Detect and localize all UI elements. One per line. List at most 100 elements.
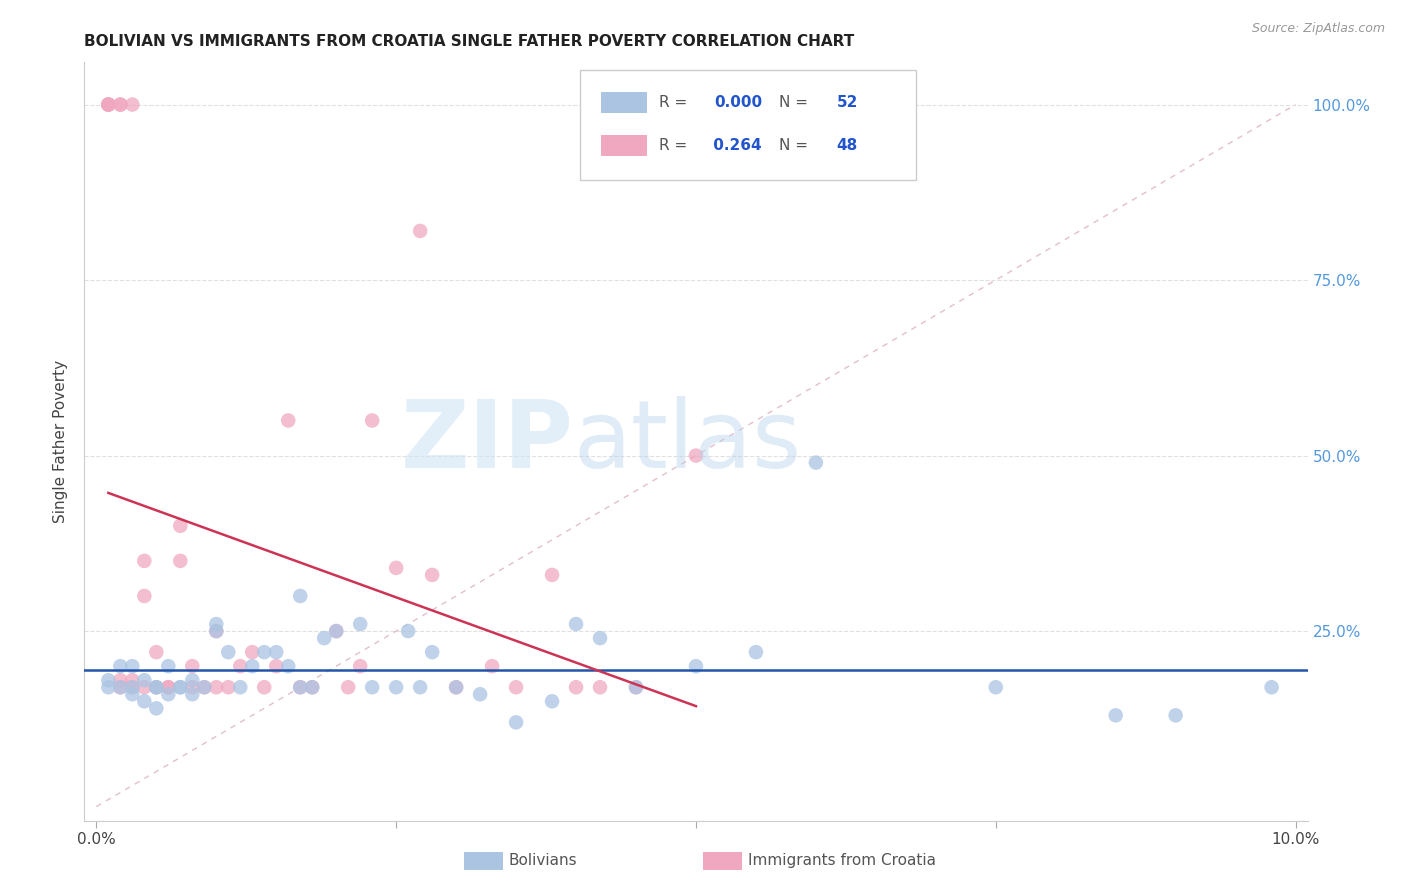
- Point: [169, 554, 191, 568]
- Point: [134, 554, 156, 568]
- Point: [157, 687, 180, 701]
- Point: [145, 680, 167, 694]
- Point: [396, 624, 419, 639]
- Text: Immigrants from Croatia: Immigrants from Croatia: [748, 854, 936, 868]
- Point: [97, 680, 120, 694]
- Point: [97, 97, 120, 112]
- Point: [217, 680, 239, 694]
- Point: [325, 624, 347, 639]
- Point: [97, 97, 120, 112]
- Point: [984, 680, 1007, 694]
- Text: BOLIVIAN VS IMMIGRANTS FROM CROATIA SINGLE FATHER POVERTY CORRELATION CHART: BOLIVIAN VS IMMIGRANTS FROM CROATIA SING…: [84, 34, 855, 49]
- Point: [589, 631, 612, 645]
- Point: [385, 680, 408, 694]
- Point: [349, 659, 371, 673]
- Point: [361, 680, 384, 694]
- Point: [409, 224, 432, 238]
- Point: [134, 673, 156, 688]
- Point: [264, 659, 287, 673]
- Point: [253, 680, 276, 694]
- Point: [240, 659, 263, 673]
- Text: N =: N =: [779, 95, 813, 110]
- Bar: [600, 92, 647, 113]
- Point: [145, 645, 167, 659]
- Point: [290, 680, 312, 694]
- Point: [240, 645, 263, 659]
- Point: [290, 680, 312, 694]
- Point: [277, 659, 299, 673]
- Point: [337, 680, 360, 694]
- Point: [444, 680, 467, 694]
- Point: [301, 680, 323, 694]
- Point: [541, 694, 564, 708]
- Point: [409, 680, 432, 694]
- Point: [589, 680, 612, 694]
- Point: [624, 680, 647, 694]
- Text: N =: N =: [779, 138, 813, 153]
- Point: [145, 680, 167, 694]
- Point: [121, 680, 143, 694]
- Text: R =: R =: [659, 138, 692, 153]
- Point: [181, 673, 204, 688]
- Point: [804, 456, 827, 470]
- Point: [110, 673, 132, 688]
- Point: [121, 659, 143, 673]
- Point: [97, 97, 120, 112]
- Text: 0.264: 0.264: [709, 138, 762, 153]
- Y-axis label: Single Father Poverty: Single Father Poverty: [53, 360, 69, 523]
- Point: [134, 694, 156, 708]
- Point: [205, 680, 228, 694]
- Text: Bolivians: Bolivians: [509, 854, 578, 868]
- Point: [121, 680, 143, 694]
- Point: [121, 687, 143, 701]
- Point: [420, 568, 443, 582]
- Point: [121, 97, 143, 112]
- Point: [97, 673, 120, 688]
- Point: [1164, 708, 1187, 723]
- Point: [193, 680, 215, 694]
- Text: Source: ZipAtlas.com: Source: ZipAtlas.com: [1251, 22, 1385, 36]
- Point: [181, 687, 204, 701]
- Point: [385, 561, 408, 575]
- Point: [110, 680, 132, 694]
- Point: [229, 680, 252, 694]
- Point: [169, 680, 191, 694]
- Text: atlas: atlas: [574, 395, 801, 488]
- Point: [420, 645, 443, 659]
- Text: ZIP: ZIP: [401, 395, 574, 488]
- Text: 48: 48: [837, 138, 858, 153]
- Point: [169, 680, 191, 694]
- Point: [157, 659, 180, 673]
- Point: [205, 624, 228, 639]
- Point: [277, 413, 299, 427]
- Point: [505, 715, 527, 730]
- Point: [134, 589, 156, 603]
- Point: [264, 645, 287, 659]
- Point: [145, 680, 167, 694]
- Point: [301, 680, 323, 694]
- Point: [110, 680, 132, 694]
- Point: [314, 631, 336, 645]
- Point: [361, 413, 384, 427]
- Point: [1105, 708, 1128, 723]
- Point: [290, 589, 312, 603]
- Point: [1260, 680, 1282, 694]
- Point: [685, 449, 707, 463]
- Point: [181, 659, 204, 673]
- Point: [205, 624, 228, 639]
- Point: [745, 645, 768, 659]
- Point: [217, 645, 239, 659]
- Point: [444, 680, 467, 694]
- Point: [193, 680, 215, 694]
- Point: [205, 617, 228, 632]
- Point: [157, 680, 180, 694]
- Text: 52: 52: [837, 95, 858, 110]
- Point: [97, 97, 120, 112]
- Bar: [600, 136, 647, 156]
- Point: [181, 680, 204, 694]
- Point: [110, 97, 132, 112]
- Text: 0.000: 0.000: [714, 95, 762, 110]
- Point: [565, 680, 588, 694]
- Point: [157, 680, 180, 694]
- Point: [505, 680, 527, 694]
